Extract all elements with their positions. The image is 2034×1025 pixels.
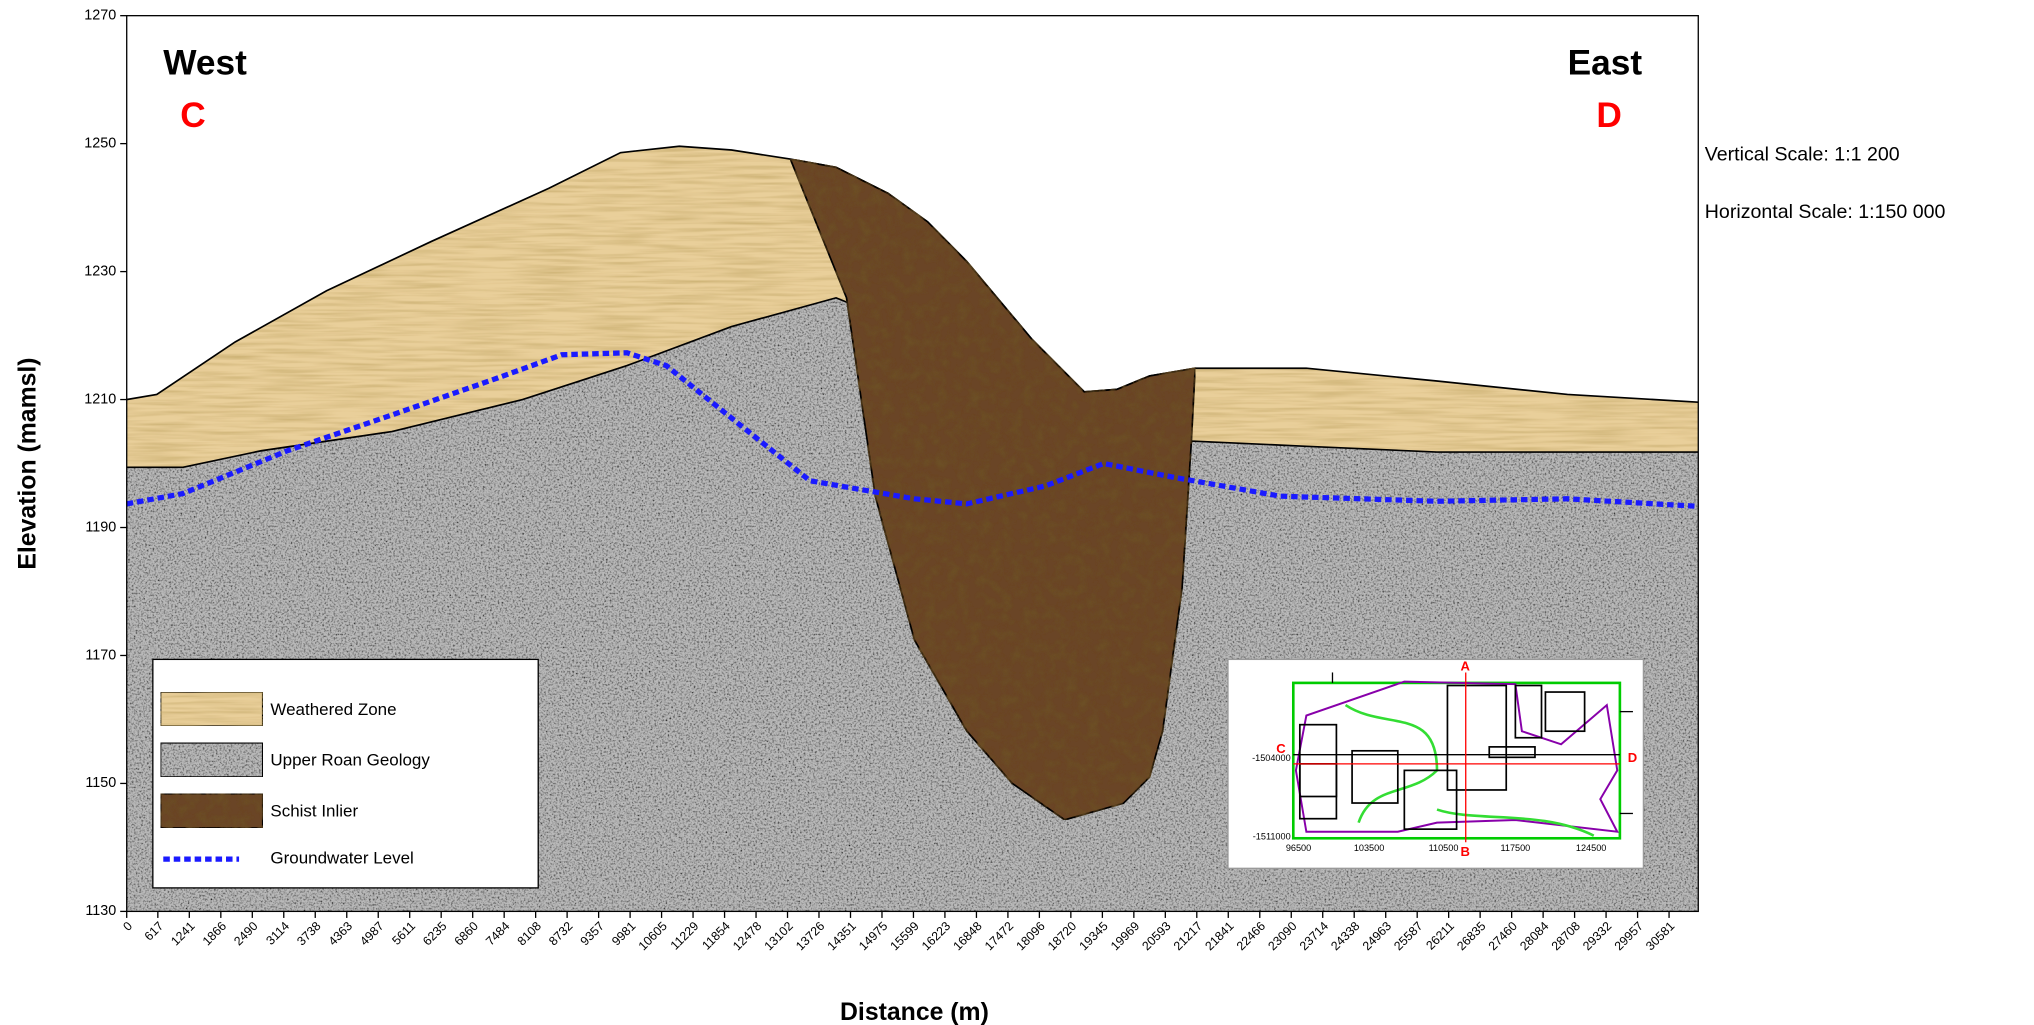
x-tick-label: 7484 [483, 919, 512, 948]
x-tick-label: 11229 [668, 919, 702, 953]
x-tick-label: 28084 [1517, 919, 1551, 953]
x-tick-label: 15599 [888, 919, 922, 953]
y-tick-label: 1130 [85, 903, 116, 919]
x-tick-label: 9357 [578, 919, 607, 948]
x-tick-label: 4987 [357, 919, 386, 948]
x-tick-label: 14351 [825, 919, 859, 953]
legend-label: Weathered Zone [270, 700, 396, 719]
legend-label: Upper Roan Geology [270, 751, 430, 770]
x-tick-label: 16848 [951, 919, 985, 953]
x-tick-label: 2490 [231, 919, 260, 948]
west-point: C [180, 96, 205, 135]
y-tick-label: 1190 [85, 519, 116, 535]
east-point: D [1596, 96, 1621, 135]
legend-swatch [161, 794, 263, 828]
x-tick-label: 0 [120, 919, 135, 934]
y-tick-label: 1210 [84, 391, 116, 407]
x-tick-label: 23714 [1297, 919, 1331, 953]
x-tick-label: 27460 [1486, 919, 1520, 953]
chart: West C East D Vertical Scale: 1:1 200 Ho… [0, 0, 2034, 1025]
x-tick-label: 3114 [263, 919, 292, 948]
x-tick-label: 17472 [982, 919, 1016, 953]
inset-x-label: 110500 [1429, 843, 1459, 853]
x-tick-label: 24963 [1360, 919, 1394, 953]
legend-swatch [161, 692, 263, 726]
x-tick-label: 1241 [168, 919, 197, 948]
x-tick-label: 23090 [1265, 919, 1299, 953]
legend-label: Schist Inlier [270, 802, 358, 821]
x-tick-label: 30581 [1643, 919, 1677, 953]
x-tick-label: 3738 [294, 919, 323, 948]
vertical-scale: Vertical Scale: 1:1 200 [1705, 144, 1900, 166]
x-tick-label: 12478 [730, 919, 764, 953]
x-tick-label: 24338 [1328, 919, 1362, 953]
x-tick-label: 26835 [1454, 919, 1488, 953]
east-label: East [1568, 44, 1643, 83]
x-tick-label: 1866 [200, 919, 229, 948]
y-tick-label: 1170 [85, 647, 116, 663]
x-tick-label: 20593 [1139, 919, 1173, 953]
y-tick-label: 1150 [85, 775, 116, 791]
x-tick-label: 9981 [609, 919, 638, 948]
y-tick-label: 1230 [84, 263, 116, 279]
y-tick-label: 1250 [84, 135, 116, 151]
x-tick-label: 25587 [1391, 919, 1425, 953]
x-tick-label: 21217 [1171, 919, 1205, 953]
x-tick-label: 21841 [1202, 919, 1236, 953]
legend-label: Groundwater Level [270, 849, 413, 868]
inset-point: A [1461, 659, 1471, 674]
x-tick-label: 6235 [420, 919, 449, 948]
inset-map: -1504000 -1511000 96500 103500 110500 11… [1228, 659, 1643, 869]
inset-x-label: 96500 [1286, 843, 1311, 853]
x-tick-label: 29957 [1612, 919, 1646, 953]
x-tick-label: 28708 [1549, 919, 1583, 953]
x-tick-label: 19345 [1076, 919, 1110, 953]
x-tick-label: 22466 [1234, 919, 1268, 953]
x-axis-title: Distance (m) [840, 999, 989, 1025]
horizontal-scale: Horizontal Scale: 1:150 000 [1705, 201, 1946, 223]
inset-x-label: 124500 [1576, 843, 1606, 853]
inset-point: B [1461, 844, 1470, 859]
x-tick-label: 29332 [1580, 919, 1614, 953]
y-tick-label: 1270 [84, 7, 116, 23]
x-tick-label: 18096 [1013, 919, 1047, 953]
inset-point: C [1276, 741, 1286, 756]
x-tick-label: 13726 [793, 919, 827, 953]
inset-x-label: 103500 [1354, 843, 1384, 853]
x-tick-label: 6860 [452, 919, 481, 948]
y-axis-title: Elevation (mamsl) [14, 357, 41, 569]
x-tick-label: 11854 [699, 919, 733, 953]
x-tick-label: 10605 [636, 919, 670, 953]
inset-y-label: -1511000 [1253, 831, 1291, 841]
legend: Weathered Zone Upper Roan Geology Schist I… [153, 659, 538, 888]
x-tick-label: 617 [142, 919, 167, 944]
x-tick-label: 5611 [389, 919, 418, 948]
x-tick-label: 16223 [919, 919, 953, 953]
inset-x-label: 117500 [1500, 843, 1530, 853]
legend-swatch [161, 743, 263, 777]
x-tick-label: 13102 [762, 919, 796, 953]
x-tick-label: 8732 [546, 919, 575, 948]
x-tick-label: 19969 [1108, 919, 1142, 953]
x-tick-label: 18720 [1045, 919, 1079, 953]
x-tick-label: 4363 [326, 919, 355, 948]
inset-point: D [1628, 750, 1637, 765]
x-tick-label: 14975 [856, 919, 890, 953]
west-label: West [163, 44, 247, 83]
x-tick-label: 8108 [515, 919, 544, 948]
x-tick-label: 26211 [1423, 919, 1457, 953]
